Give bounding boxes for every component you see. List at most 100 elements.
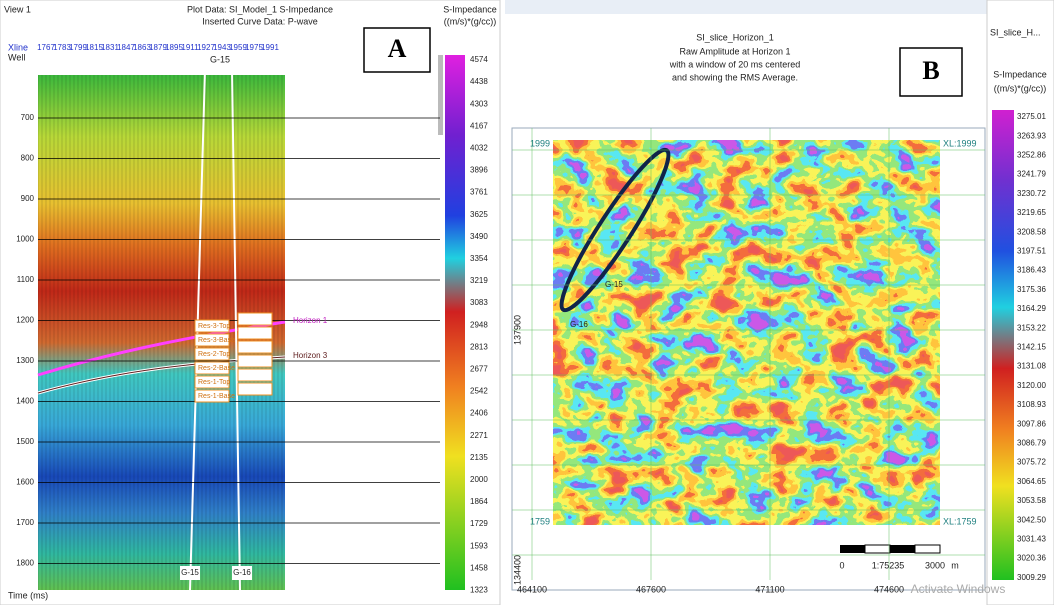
- colorbar-label: 3252.86: [1017, 151, 1046, 160]
- y-tick-label: 137900: [512, 315, 522, 345]
- colorbar-label: 3354: [470, 254, 488, 263]
- panel-marker: A: [388, 34, 407, 63]
- colorbar-title: S-Impedance: [443, 4, 497, 14]
- time-label: 1000: [16, 235, 34, 244]
- scale-label: 0: [839, 560, 844, 570]
- corner-label: 1999: [530, 138, 550, 148]
- colorbar-label: 2813: [470, 342, 488, 351]
- xline-label: 1911: [181, 43, 199, 52]
- reservoir-tag: [237, 354, 273, 368]
- colorbar-label: 3108.93: [1017, 400, 1046, 409]
- colorbar-label: 3219: [470, 276, 488, 285]
- colorbar-label: 4438: [470, 77, 488, 86]
- reservoir-label: Res-1-Top: [198, 379, 230, 386]
- reservoir-tag: [194, 361, 230, 375]
- time-axis-label: Time (ms): [8, 590, 48, 600]
- reservoir-tag: [194, 347, 230, 361]
- view-label: View 1: [4, 4, 31, 14]
- colorbar-label: 3164.29: [1017, 304, 1046, 313]
- colorbar-label: 3175.36: [1017, 285, 1046, 294]
- xline-label: 1863: [133, 43, 151, 52]
- well-label: G-16: [233, 568, 251, 577]
- reservoir-tag: [194, 319, 230, 333]
- plot-data: Plot Data: SI_Model_1 S-Impedance: [187, 4, 333, 14]
- colorbar-label: 4303: [470, 99, 488, 108]
- reservoir-label: Res-2-Base: [198, 365, 235, 372]
- reservoir-label: Res-3-Top: [198, 323, 230, 330]
- colorbar-label: 3761: [470, 188, 488, 197]
- xline-label: 1783: [53, 43, 71, 52]
- colorbar-label: 4574: [470, 55, 488, 64]
- colorbar-label: 3896: [470, 166, 488, 175]
- reservoir-tag: [237, 382, 273, 396]
- scale-bar-seg: [914, 544, 941, 554]
- tab-label: SI_slice_H...: [990, 27, 1041, 37]
- colorbar-label: 3241.79: [1017, 170, 1046, 179]
- reservoir-tag: [237, 312, 273, 326]
- scale-label: 3000: [925, 560, 945, 570]
- time-label: 1600: [16, 478, 34, 487]
- scale-label: m: [951, 560, 959, 570]
- colorbar-label: 1593: [470, 541, 488, 550]
- slice-subtitle: and showing the RMS Average.: [672, 72, 798, 82]
- xline-label: 1815: [85, 43, 103, 52]
- colorbar-label: 3020.36: [1017, 554, 1046, 563]
- y-tick-label: 134400: [512, 555, 522, 585]
- slice-title: SI_slice_Horizon_1: [696, 32, 774, 42]
- time-label: 800: [21, 154, 35, 163]
- colorbar-label: 3009.29: [1017, 573, 1046, 582]
- well-label-box: [180, 566, 200, 580]
- xline-label: 1767: [37, 43, 55, 52]
- marker-box: [363, 27, 431, 73]
- time-label: 900: [21, 194, 35, 203]
- colorbar-label: 3031.43: [1017, 535, 1046, 544]
- well-top-label: G-15: [210, 54, 230, 64]
- title-bar: [505, 0, 987, 14]
- colorbar-label: 3083: [470, 298, 488, 307]
- marker-box: [899, 47, 963, 97]
- scrollbar: [438, 55, 443, 135]
- xline-label: 1799: [69, 43, 87, 52]
- colorbar-label: 2948: [470, 320, 488, 329]
- colorbar-label: 4167: [470, 121, 488, 130]
- colorbar-label: 2000: [470, 475, 488, 484]
- reservoir-label: Res-3-Base: [198, 337, 235, 344]
- colorbar-label: 3186.43: [1017, 266, 1046, 275]
- reservoir-tag: [194, 333, 230, 347]
- well-label-box: [232, 566, 252, 580]
- xline-label: 1975: [245, 43, 263, 52]
- corner-label: XL:1759: [943, 516, 977, 526]
- colorbar-label: 3097.86: [1017, 419, 1046, 428]
- colorbar-label: 3153.22: [1017, 323, 1046, 332]
- reservoir-tag: [237, 340, 273, 354]
- xline-label: 1879: [149, 43, 167, 52]
- reservoir-tag: [237, 326, 273, 340]
- colorbar-unit: ((m/s)*(g/cc)): [444, 16, 497, 26]
- xline-label: 1895: [165, 43, 183, 52]
- horizon-label: Horizon 1: [293, 316, 328, 325]
- colorbar-unit: ((m/s)*(g/cc)): [994, 83, 1047, 93]
- colorbar-label: 3490: [470, 232, 488, 241]
- colorbar-label: 3625: [470, 210, 488, 219]
- colorbar-label: 3086.79: [1017, 439, 1046, 448]
- colorbar-label: 2542: [470, 387, 488, 396]
- colorbar-label: 3064.65: [1017, 477, 1046, 486]
- well-label: Well: [8, 52, 25, 62]
- panel-marker: B: [922, 56, 939, 85]
- well-path: [231, 69, 241, 591]
- x-tick-label: 471100: [755, 584, 784, 594]
- colorbar-label: 2271: [470, 431, 488, 440]
- time-label: 1700: [16, 518, 34, 527]
- xline-label: 1991: [261, 43, 279, 52]
- slice-subtitle: Raw Amplitude at Horizon 1: [679, 46, 790, 56]
- amplitude-map: [553, 140, 940, 525]
- scale-label: 1:75235: [872, 560, 905, 570]
- colorbar-label: 3120.00: [1017, 381, 1046, 390]
- time-label: 700: [21, 113, 35, 122]
- colorbar-label: 3230.72: [1017, 189, 1046, 198]
- reservoir-tag: [194, 389, 230, 403]
- colorbar-label: 3142.15: [1017, 343, 1046, 352]
- x-tick-label: 474600: [874, 584, 904, 594]
